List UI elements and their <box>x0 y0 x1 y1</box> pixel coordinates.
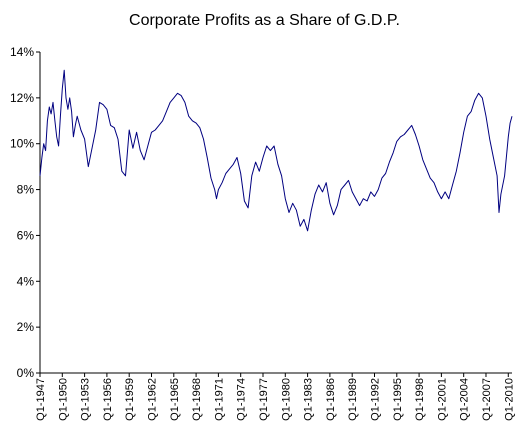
y-tick-label: 2% <box>17 320 35 334</box>
x-tick-label: Q1-1986 <box>325 378 337 421</box>
x-tick-label: Q1-1959 <box>124 378 136 421</box>
x-tick-label: Q1-1971 <box>213 378 225 421</box>
x-tick-label: Q1-2004 <box>459 378 471 421</box>
x-tick-label: Q1-1968 <box>191 378 203 421</box>
x-tick-label: Q1-1965 <box>169 378 181 421</box>
y-tick-label: 8% <box>17 183 35 197</box>
x-tick-label: Q1-2010 <box>503 378 515 421</box>
x-tick-label: Q1-1947 <box>35 378 47 421</box>
chart-title: Corporate Profits as a Share of G.D.P. <box>129 12 400 29</box>
y-tick-label: 0% <box>17 366 35 380</box>
x-tick-label: Q1-1950 <box>57 378 69 421</box>
axes <box>39 52 512 374</box>
series-group <box>39 69 513 232</box>
x-tick-label: Q1-1977 <box>258 378 270 421</box>
x-tick-label: Q1-2007 <box>481 378 493 421</box>
y-tick-label: 10% <box>10 137 34 151</box>
y-tick-label: 12% <box>10 91 34 105</box>
x-tick-label: Q1-1974 <box>236 378 248 421</box>
x-tick-label: Q1-1980 <box>280 378 292 421</box>
x-tick-label: Q1-1989 <box>347 378 359 421</box>
x-tick-label: Q1-1962 <box>146 378 158 421</box>
y-tick-label: 14% <box>10 45 34 59</box>
x-tick-label: Q1-2001 <box>436 378 448 421</box>
x-tick-label: Q1-1992 <box>369 378 381 421</box>
x-tick-label: Q1-1998 <box>414 378 426 421</box>
series-line <box>39 69 513 232</box>
x-tick-label: Q1-1953 <box>80 378 92 421</box>
x-axis-ticks: Q1-1947 Q1-1950 Q1-1953 Q1-1956 Q1-1959 Q1-19… <box>35 373 515 421</box>
y-axis-ticks: 0% 2% 4% 6% 8% 10% 12% 14% <box>10 45 40 380</box>
x-tick-label: Q1-1956 <box>102 378 114 421</box>
x-tick-label: Q1-1995 <box>392 378 404 421</box>
y-tick-label: 4% <box>17 274 35 288</box>
x-tick-label: Q1-1983 <box>303 378 315 421</box>
y-tick-label: 6% <box>17 228 35 242</box>
